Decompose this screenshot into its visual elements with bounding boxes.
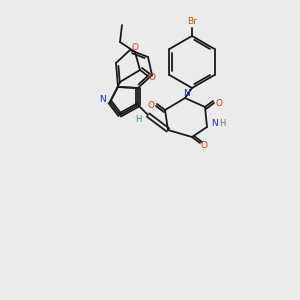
Text: N: N: [184, 88, 190, 98]
Text: O: O: [148, 101, 154, 110]
Text: H: H: [219, 119, 225, 128]
Text: N: N: [211, 119, 218, 128]
Text: O: O: [131, 43, 139, 52]
Text: O: O: [148, 74, 155, 82]
Text: H: H: [135, 116, 141, 124]
Text: O: O: [200, 140, 208, 149]
Text: O: O: [215, 98, 223, 107]
Text: Br: Br: [187, 17, 197, 26]
Text: N: N: [100, 95, 106, 104]
